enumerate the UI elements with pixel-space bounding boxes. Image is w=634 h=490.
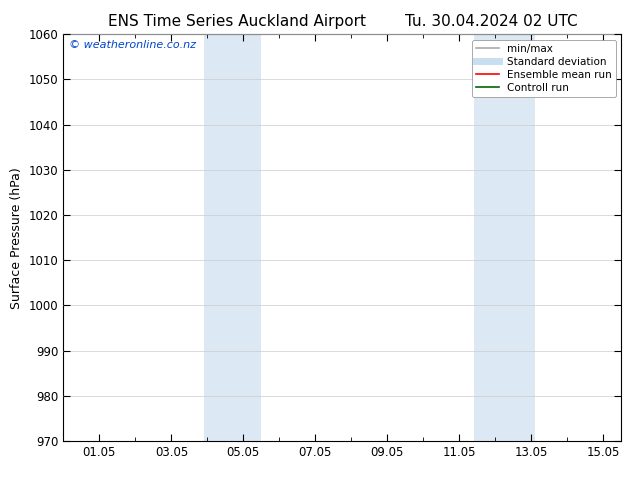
Legend: min/max, Standard deviation, Ensemble mean run, Controll run: min/max, Standard deviation, Ensemble me… — [472, 40, 616, 97]
Text: © weatheronline.co.nz: © weatheronline.co.nz — [69, 40, 196, 50]
Bar — [474, 34, 535, 441]
Title: ENS Time Series Auckland Airport        Tu. 30.04.2024 02 UTC: ENS Time Series Auckland Airport Tu. 30.… — [108, 14, 577, 29]
Y-axis label: Surface Pressure (hPa): Surface Pressure (hPa) — [10, 167, 23, 309]
Bar — [204, 34, 261, 441]
